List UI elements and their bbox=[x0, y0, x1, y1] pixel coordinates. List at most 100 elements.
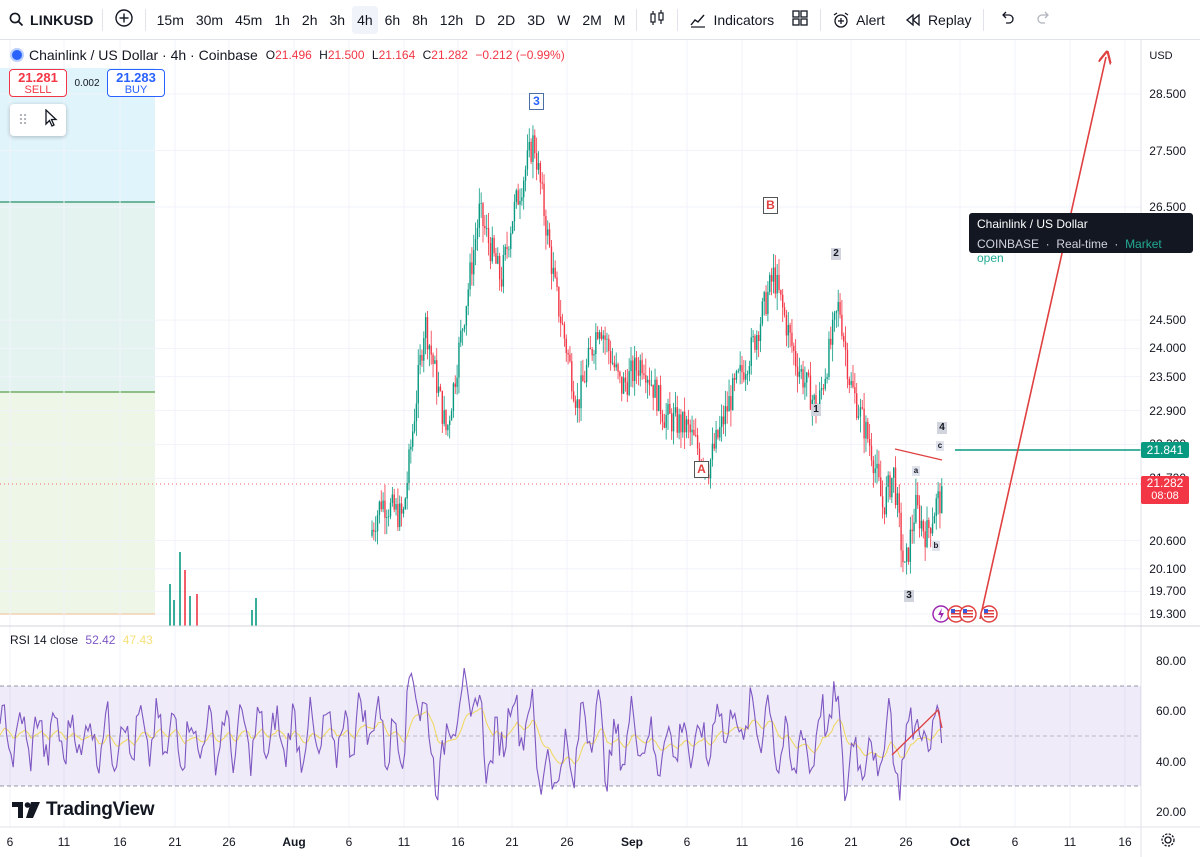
candle-body bbox=[763, 292, 765, 302]
candle-body bbox=[437, 386, 440, 393]
drag-handle-icon[interactable]: ⠿ bbox=[17, 111, 29, 128]
interval-8h[interactable]: 8h bbox=[412, 11, 428, 28]
candle-body bbox=[850, 380, 852, 385]
wave-label-b-small[interactable]: b bbox=[932, 541, 940, 551]
interval-45m[interactable]: 45m bbox=[235, 11, 263, 28]
candle-body bbox=[759, 323, 762, 342]
candle-body bbox=[565, 338, 567, 353]
wave-label-a[interactable]: A bbox=[694, 461, 709, 478]
candle-body bbox=[737, 370, 739, 372]
candle-body bbox=[548, 229, 551, 247]
interval-w[interactable]: W bbox=[557, 11, 571, 28]
cursor-arrow-icon[interactable] bbox=[44, 107, 58, 132]
candle-body bbox=[558, 287, 560, 317]
redo-button[interactable] bbox=[1030, 6, 1058, 34]
candle-body bbox=[665, 414, 667, 428]
interval-2m[interactable]: 2M bbox=[582, 11, 602, 28]
candle-body bbox=[750, 337, 752, 366]
undo-button[interactable] bbox=[993, 6, 1021, 34]
wave-label-1[interactable]: 1 bbox=[811, 404, 821, 416]
trend-line-drawing[interactable] bbox=[894, 448, 943, 461]
candle-body bbox=[554, 267, 556, 278]
interval-6h[interactable]: 6h bbox=[384, 11, 401, 28]
interval-1h[interactable]: 1h bbox=[274, 11, 290, 28]
candle-body bbox=[626, 382, 628, 395]
rsi-ma-value: 47.43 bbox=[122, 633, 153, 647]
candle-body bbox=[563, 324, 566, 339]
rsi-divergence-drawing[interactable] bbox=[891, 708, 943, 756]
sell-button[interactable]: 21.281 SELL bbox=[9, 69, 67, 97]
indicators-button[interactable]: Indicators bbox=[684, 6, 779, 34]
candle-body bbox=[397, 504, 399, 528]
compare-add-button[interactable] bbox=[109, 6, 139, 34]
target-arrow-drawing[interactable] bbox=[979, 57, 1106, 620]
candle-body bbox=[761, 301, 764, 324]
grid-layout-icon bbox=[791, 9, 809, 30]
candle-body bbox=[719, 427, 721, 438]
time-tick-label: 11 bbox=[57, 835, 71, 849]
replay-button[interactable]: Replay bbox=[899, 6, 977, 34]
candle-body bbox=[391, 494, 394, 503]
candle-body bbox=[885, 487, 887, 515]
candle-body bbox=[400, 503, 403, 514]
wave-label-c-small[interactable]: c bbox=[936, 441, 944, 451]
interval-30m[interactable]: 30m bbox=[195, 11, 224, 28]
wave-label-3-low[interactable]: 3 bbox=[904, 590, 914, 602]
interval-12h[interactable]: 12h bbox=[439, 11, 464, 28]
rsi-tick-label: 80.00 bbox=[1155, 654, 1186, 668]
symbol-search[interactable]: LINKUSD bbox=[1, 6, 99, 34]
candle-body bbox=[524, 169, 527, 181]
candle-body bbox=[406, 482, 408, 499]
wave-label-b[interactable]: B bbox=[763, 197, 778, 214]
layouts-button[interactable] bbox=[786, 6, 814, 34]
interval-d[interactable]: D bbox=[475, 11, 486, 28]
drawing-tool-floating[interactable]: ⠿ bbox=[10, 104, 66, 136]
chart-type-button[interactable] bbox=[643, 6, 671, 34]
candle-body bbox=[819, 390, 821, 409]
interval-3h[interactable]: 3h bbox=[329, 11, 346, 28]
rsi-tick-label: 20.00 bbox=[1155, 805, 1186, 819]
candle-body bbox=[676, 407, 678, 433]
candle-body bbox=[550, 246, 553, 274]
candle-body bbox=[876, 463, 878, 469]
candle-body bbox=[617, 364, 619, 372]
price-tick-label: 27.500 bbox=[1149, 143, 1186, 158]
candle-body bbox=[898, 493, 900, 513]
candle-body bbox=[399, 503, 401, 528]
buy-button[interactable]: 21.283 BUY bbox=[107, 69, 165, 97]
interval-2h[interactable]: 2h bbox=[301, 11, 318, 28]
currency-selector[interactable]: USD bbox=[1143, 46, 1179, 66]
wave-label-4[interactable]: 4 bbox=[937, 422, 947, 434]
candle-body bbox=[423, 338, 425, 361]
candle-body bbox=[454, 383, 456, 387]
coinbase-logo-icon bbox=[10, 48, 24, 62]
candle-body bbox=[580, 375, 582, 409]
alert-button[interactable]: Alert bbox=[827, 6, 890, 34]
chart-legend[interactable]: Chainlink / US Dollar · 4h · Coinbase O2… bbox=[10, 47, 569, 63]
candle-body bbox=[598, 332, 601, 339]
event-badges[interactable] bbox=[932, 605, 998, 623]
candle-body bbox=[504, 246, 506, 256]
candle-body bbox=[652, 384, 654, 398]
wave-label-a-small[interactable]: a bbox=[912, 466, 920, 476]
time-tick-label: 6 bbox=[683, 835, 691, 849]
candle-body bbox=[443, 410, 445, 424]
settings-gear-icon[interactable] bbox=[1160, 832, 1176, 853]
candle-body bbox=[939, 491, 941, 514]
candle-body bbox=[424, 317, 427, 339]
candle-body bbox=[572, 391, 575, 401]
candle-body bbox=[460, 330, 462, 343]
interval-3d[interactable]: 3D bbox=[527, 11, 546, 28]
lightning-icon bbox=[938, 608, 944, 620]
interval-m[interactable]: M bbox=[613, 11, 626, 28]
interval-2d[interactable]: 2D bbox=[497, 11, 516, 28]
time-tick-label: 16 bbox=[451, 835, 465, 849]
wave-label-2[interactable]: 2 bbox=[831, 248, 841, 260]
price-tick-label: 20.100 bbox=[1149, 561, 1186, 576]
interval-15m[interactable]: 15m bbox=[156, 11, 184, 28]
rsi-legend[interactable]: RSI 14 close 52.42 47.43 bbox=[10, 633, 153, 647]
wave-label-3-top[interactable]: 3 bbox=[529, 93, 544, 110]
tradingview-logo[interactable]: TradingView bbox=[12, 799, 155, 821]
interval-4h[interactable]: 4h bbox=[352, 5, 378, 34]
